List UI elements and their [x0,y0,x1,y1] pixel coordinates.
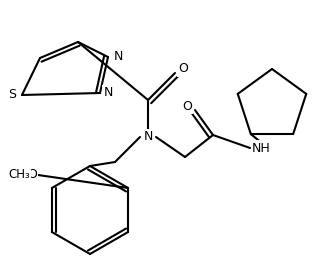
Text: O: O [27,168,37,182]
Text: O: O [182,100,192,112]
Text: O: O [178,63,188,75]
Text: N: N [103,86,113,100]
Text: NH: NH [252,141,271,155]
Text: N: N [143,130,153,144]
Text: CH₃: CH₃ [8,168,30,182]
Text: N: N [113,51,123,63]
Text: S: S [8,89,16,101]
